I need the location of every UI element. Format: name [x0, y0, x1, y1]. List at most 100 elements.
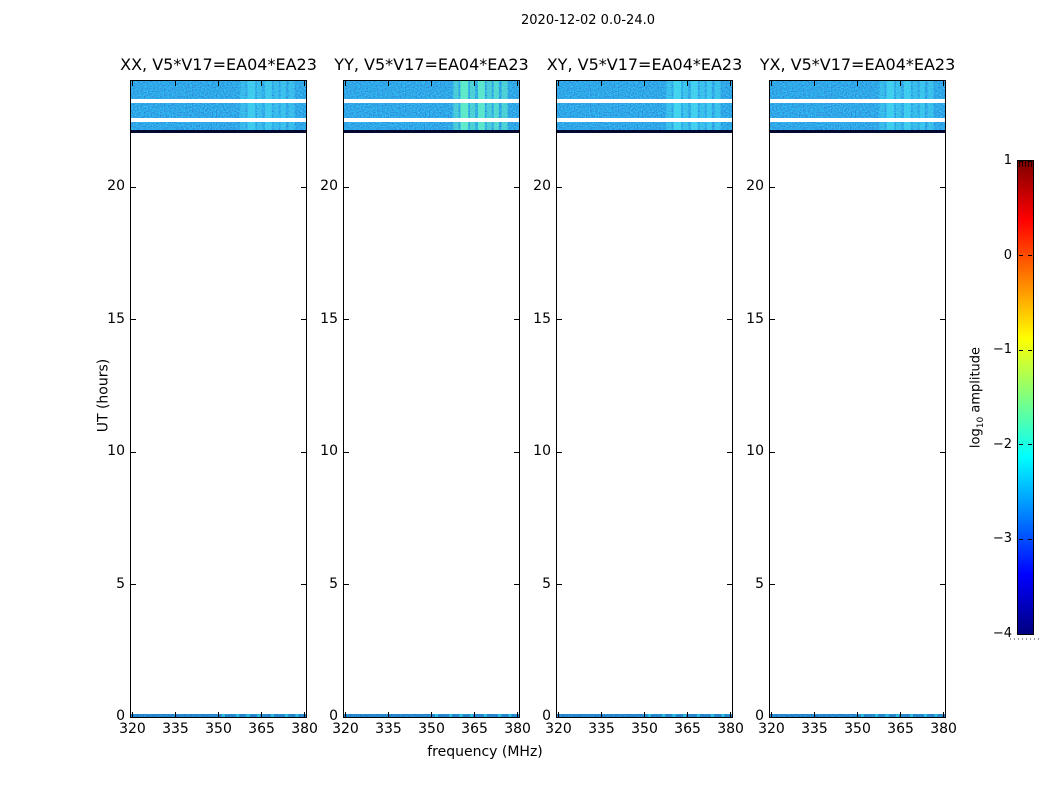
y-tick-left	[770, 716, 775, 718]
x-tick-top	[730, 81, 732, 86]
y-tick-label: 0	[329, 708, 338, 724]
x-tick-bottom	[431, 712, 432, 717]
x-tick-label: 350	[631, 721, 658, 737]
x-tick-label: 365	[461, 721, 488, 737]
y-tick-label: 20	[533, 178, 551, 194]
y-tick-label: 20	[320, 178, 338, 194]
x-tick-bottom	[730, 712, 732, 717]
x-tick-top	[387, 81, 389, 86]
panel-yy: YY, V5*V17=EA04*EA23 320 335 350 365 380 0 5 10…	[320, 55, 531, 737]
y-tick-right	[940, 451, 945, 453]
y-tick-left	[557, 584, 562, 585]
x-tick-top	[600, 81, 602, 86]
panel-yx: YX, V5*V17=EA04*EA23 320 335 350 365 380 0 5 10…	[746, 55, 957, 737]
x-tick-top	[557, 81, 559, 86]
x-tick-label: 335	[801, 721, 828, 737]
x-tick-top	[218, 81, 219, 86]
colorbar-tick-left	[1019, 538, 1023, 540]
x-axis-label: frequency (MHz)	[427, 744, 543, 760]
x-tick-top	[900, 81, 902, 86]
colorbar-tick-right	[1028, 160, 1032, 162]
y-tick-right	[514, 186, 519, 188]
y-tick-left	[770, 451, 775, 453]
y-tick-right	[940, 319, 945, 320]
x-tick-label: 350	[205, 721, 232, 737]
y-tick-left	[557, 186, 562, 188]
x-tick-bottom	[600, 712, 602, 717]
y-tick-right	[301, 319, 306, 320]
y-tick-left	[557, 451, 562, 453]
y-tick-right	[301, 186, 306, 188]
x-tick-bottom	[218, 712, 219, 717]
x-tick-bottom	[174, 712, 176, 717]
x-tick-bottom	[304, 712, 306, 717]
x-tick-label: 320	[758, 721, 785, 737]
x-tick-label: 380	[717, 721, 744, 737]
y-tick-label: 20	[746, 178, 764, 194]
x-tick-bottom	[943, 712, 945, 717]
x-tick-top	[687, 81, 689, 86]
y-tick-right	[727, 319, 732, 320]
y-tick-left	[131, 186, 136, 188]
panel-xy: XY, V5*V17=EA04*EA23 320 335 350 365 380 0 5 10…	[533, 55, 744, 737]
x-tick-top	[261, 81, 263, 86]
spectrogram-image-yy	[344, 81, 519, 133]
colorbar-gradient	[1018, 161, 1033, 634]
x-tick-bottom	[644, 712, 645, 717]
colorbar-label: log10 amplitude	[969, 333, 987, 463]
x-tick-top	[644, 81, 645, 86]
panel-xx: XX, V5*V17=EA04*EA23 320 335 350 365 380 0 5 10…	[107, 55, 318, 737]
figure-title: 2020-12-02 0.0-24.0	[521, 13, 655, 28]
x-tick-label: 365	[887, 721, 914, 737]
spectrogram-image-xx	[131, 81, 306, 133]
y-tick-left	[344, 319, 349, 320]
x-tick-top	[474, 81, 476, 86]
x-tick-bottom	[387, 712, 389, 717]
y-tick-label: 15	[107, 310, 125, 327]
x-tick-bottom	[813, 712, 815, 717]
y-tick-right	[301, 451, 306, 453]
x-tick-label: 380	[504, 721, 531, 737]
panel-title-xx: XX, V5*V17=EA04*EA23	[120, 55, 317, 74]
y-tick-right	[727, 186, 732, 188]
y-tick-left	[770, 319, 775, 320]
y-tick-label: 15	[746, 310, 764, 327]
y-tick-label: 15	[533, 310, 551, 327]
x-tick-label: 350	[418, 721, 445, 737]
x-tick-bottom	[687, 712, 689, 717]
y-tick-left	[557, 716, 562, 718]
y-tick-left	[770, 186, 775, 188]
y-tick-label: 15	[320, 310, 338, 327]
y-tick-label: 10	[107, 443, 125, 459]
panel-title-yy: YY, V5*V17=EA04*EA23	[334, 55, 529, 74]
x-tick-label: 350	[844, 721, 871, 737]
x-tick-top	[517, 81, 519, 86]
y-tick-label: 10	[746, 443, 764, 459]
colorbar-tick-left	[1019, 255, 1023, 257]
y-tick-right	[940, 186, 945, 188]
colorbar-tick-left	[1019, 160, 1023, 162]
x-tick-bottom	[900, 712, 902, 717]
panel-title-xy: XY, V5*V17=EA04*EA23	[546, 55, 743, 74]
colorbar-tick-label: −1	[992, 342, 1012, 358]
x-tick-bottom	[770, 712, 772, 717]
colorbar-tick-left	[1019, 349, 1023, 351]
colorbar-top-hatch	[1019, 161, 1032, 167]
x-tick-bottom	[857, 712, 858, 717]
x-tick-top	[174, 81, 176, 86]
x-tick-label: 320	[119, 721, 146, 737]
x-tick-label: 365	[248, 721, 275, 737]
panel-title-yx: YX, V5*V17=EA04*EA23	[759, 55, 956, 74]
x-tick-label: 365	[674, 721, 701, 737]
y-tick-right	[727, 584, 732, 585]
y-tick-right	[727, 716, 732, 718]
x-tick-label: 335	[162, 721, 189, 737]
y-tick-label: 5	[329, 575, 338, 592]
x-tick-bottom	[344, 712, 346, 717]
y-tick-right	[514, 716, 519, 718]
colorbar-tick-label: −4	[992, 626, 1012, 641]
x-tick-top	[943, 81, 945, 86]
colorbar-tick-right	[1028, 255, 1032, 257]
y-tick-label: 5	[755, 575, 764, 592]
colorbar-tick-label: −3	[992, 531, 1012, 547]
